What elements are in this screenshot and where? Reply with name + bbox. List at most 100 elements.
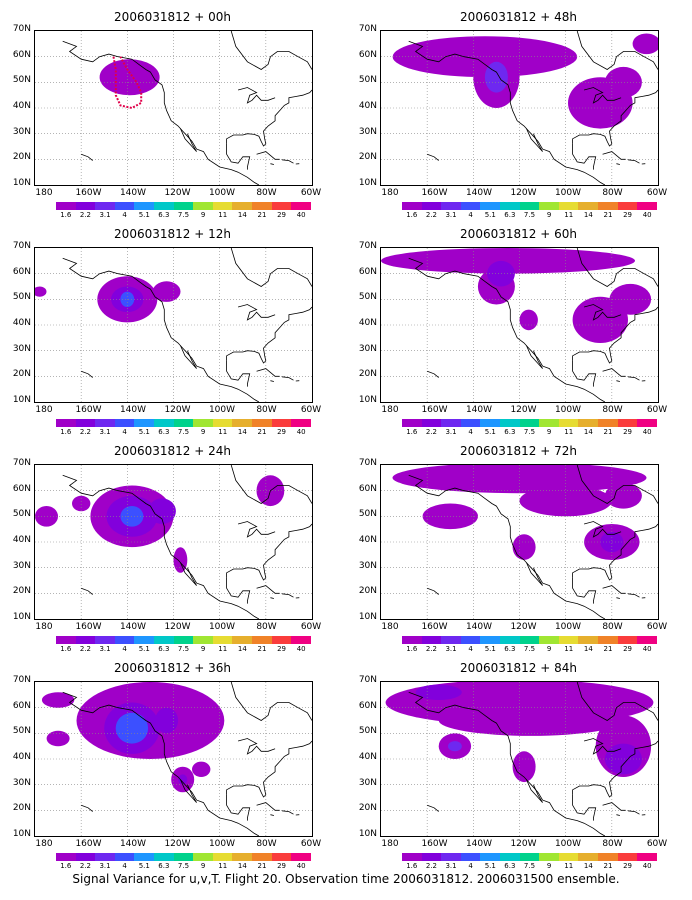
- lat-tick-label: 40N: [358, 752, 377, 762]
- colorbar-swatch: [212, 636, 233, 644]
- lat-tick-label: 30N: [12, 126, 31, 137]
- variance-region: [438, 705, 624, 736]
- colorbar-swatch: [173, 636, 194, 644]
- colorbar-swatch: [539, 636, 559, 644]
- variance-region: [512, 751, 536, 783]
- colorbar-label: 6.3: [504, 645, 516, 653]
- lon-tick-label: 160W: [75, 839, 102, 849]
- variance-region: [99, 59, 160, 96]
- colorbar-label: 9: [546, 645, 552, 653]
- colorbar-swatch: [75, 419, 96, 427]
- colorbar-swatch: [558, 853, 579, 861]
- colorbar-label: 40: [296, 428, 306, 436]
- lat-tick-label: 60N: [12, 483, 31, 494]
- lon-tick-label: 80W: [256, 622, 277, 632]
- colorbar-label: 6.3: [504, 211, 516, 219]
- lat-tick-label: 50N: [358, 509, 377, 520]
- variance-region: [41, 692, 75, 708]
- colorbar-swatch: [154, 636, 174, 644]
- lat-tick-label: 20N: [358, 152, 377, 163]
- colorbar-label: 3.1: [445, 645, 457, 653]
- colorbar-swatch: [460, 419, 481, 427]
- lat-tick-label: 10N: [12, 829, 31, 839]
- colorbar-swatch: [75, 202, 96, 210]
- colorbar-label: 40: [296, 645, 306, 653]
- lat-tick-label: 70N: [12, 675, 31, 685]
- colorbar-label: 7.5: [177, 428, 190, 436]
- colorbar-swatch: [598, 202, 618, 210]
- colorbar-label: 11: [218, 862, 228, 870]
- colorbar-swatch: [212, 853, 233, 861]
- colorbar-swatch: [578, 853, 599, 861]
- colorbar-swatch: [232, 202, 253, 210]
- lon-tick-label: 140W: [119, 405, 147, 415]
- lat-tick-label: 50N: [12, 75, 31, 86]
- colorbar-label: 2.2: [79, 428, 91, 436]
- colorbar-swatch: [617, 853, 638, 861]
- map-plot: [380, 247, 659, 403]
- lon-tick-label: 160W: [75, 622, 102, 632]
- colorbar-label: 1.6: [60, 428, 72, 436]
- lon-tick-label: 140W: [119, 839, 147, 849]
- lat-tick-label: 60N: [358, 483, 377, 494]
- colorbar-swatch: [75, 636, 96, 644]
- colorbar-label: 21: [603, 645, 613, 653]
- map-plot: [34, 464, 313, 620]
- colorbar-swatch: [598, 636, 618, 644]
- colorbar-swatch: [173, 853, 194, 861]
- lat-tick-label: 30N: [12, 560, 31, 571]
- map-plot: [34, 30, 313, 186]
- colorbar-label: 5.1: [138, 645, 150, 653]
- colorbar-swatch: [114, 419, 135, 427]
- colorbar-swatch: [519, 636, 540, 644]
- colorbar: [56, 202, 311, 210]
- colorbar-swatch: [421, 636, 442, 644]
- colorbar-swatch: [95, 419, 115, 427]
- lat-tick-label: 40N: [12, 535, 31, 545]
- colorbar-label: 3.1: [99, 645, 111, 653]
- colorbar-label: 6.3: [504, 862, 516, 870]
- lon-tick-label: 160W: [421, 622, 448, 632]
- colorbar-label: 3.1: [99, 428, 111, 436]
- colorbar-swatch: [421, 419, 442, 427]
- colorbar-label: 4: [468, 428, 473, 436]
- variance-region: [600, 531, 624, 553]
- colorbar-label: 3.1: [445, 211, 457, 219]
- colorbar-label: 40: [642, 211, 652, 219]
- lon-tick-label: 60W: [646, 839, 668, 849]
- colorbar-swatch: [500, 853, 520, 861]
- colorbar-swatch: [480, 636, 501, 644]
- colorbar-label: 21: [603, 428, 613, 436]
- lat-tick-label: 10N: [358, 178, 377, 188]
- colorbar-swatch: [519, 202, 540, 210]
- lat-tick-label: 30N: [358, 560, 377, 571]
- lat-tick-label: 40N: [358, 101, 377, 111]
- colorbar-label: 5.1: [484, 645, 496, 653]
- lat-tick-label: 50N: [12, 292, 31, 303]
- lat-tick-label: 50N: [12, 726, 31, 737]
- variance-region: [192, 761, 211, 777]
- colorbar-label: 40: [642, 428, 652, 436]
- colorbar-swatch: [617, 202, 638, 210]
- lon-tick-label: 180: [381, 405, 399, 415]
- colorbar-label: 5.1: [138, 211, 150, 219]
- lat-tick-label: 50N: [358, 75, 377, 86]
- colorbar-swatch: [578, 419, 599, 427]
- colorbar-label: 21: [603, 211, 613, 219]
- colorbar-swatch: [291, 636, 311, 644]
- colorbar-swatch: [56, 853, 76, 861]
- colorbar-swatch: [193, 202, 213, 210]
- lon-tick-label: 120W: [510, 622, 537, 632]
- variance-region: [632, 33, 658, 55]
- lat-tick-label: 40N: [12, 318, 31, 328]
- lon-tick-label: 60W: [646, 622, 668, 632]
- colorbar-label: 40: [296, 211, 306, 219]
- colorbar-swatch: [441, 202, 461, 210]
- colorbar-label: 5.1: [138, 862, 150, 870]
- colorbar-label: 6.3: [158, 428, 170, 436]
- lat-tick-label: 40N: [12, 752, 31, 762]
- colorbar-swatch: [271, 202, 292, 210]
- variance-region: [115, 712, 149, 744]
- lon-tick-label: 100W: [208, 839, 236, 849]
- map-plot: [380, 30, 659, 186]
